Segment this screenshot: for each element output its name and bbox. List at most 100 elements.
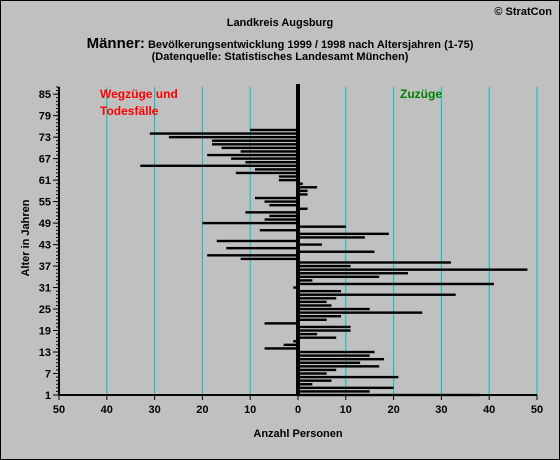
bar-age-75: [250, 128, 298, 132]
bar-age-50: [264, 218, 298, 221]
y-tick-label: 31: [39, 283, 51, 295]
y-tick-label: 25: [39, 304, 51, 316]
bar-age-35: [298, 272, 408, 275]
bar-age-52: [245, 211, 298, 214]
annotation-left-line-1: Todesfälle: [100, 104, 159, 118]
bar-age-28: [298, 297, 337, 300]
bar-age-46: [298, 232, 389, 236]
bar-age-4: [298, 383, 313, 386]
bar-age-15: [283, 343, 298, 347]
x-tick-label: 40: [483, 404, 495, 416]
bar-age-27: [298, 300, 327, 304]
bar-age-43: [298, 243, 322, 246]
x-tick-label: 10: [244, 404, 256, 416]
bar-age-25: [298, 307, 370, 311]
x-tick-label: 20: [196, 404, 208, 416]
chart-title-line3: (Datenquelle: Statistisches Landesamt Mü…: [151, 51, 409, 63]
bar-age-8: [298, 368, 337, 372]
bar-age-10: [298, 361, 361, 364]
bar-age-59: [298, 186, 318, 189]
y-tick-label: 73: [39, 132, 51, 144]
bar-age-68: [207, 153, 298, 157]
bar-age-9: [298, 365, 380, 368]
bar-age-19: [298, 329, 351, 332]
bar-age-73: [168, 135, 298, 139]
y-tick-label: 67: [39, 154, 51, 166]
bar-age-29: [298, 293, 456, 296]
bar-age-11: [298, 357, 385, 361]
bar-age-40: [207, 254, 298, 257]
bar-age-12: [298, 354, 370, 357]
x-axis-label: Anzahl Personen: [253, 428, 343, 440]
bar-age-23: [298, 315, 342, 318]
bar-age-65: [140, 164, 298, 167]
bar-age-20: [298, 325, 351, 329]
bar-age-54: [269, 203, 298, 207]
bar-age-26: [298, 304, 332, 307]
bar-age-14: [264, 347, 298, 350]
bar-age-2: [298, 390, 370, 393]
y-tick-label: 19: [39, 326, 51, 338]
y-tick-label: 7: [45, 369, 51, 381]
bar-age-62: [278, 175, 298, 178]
bar-age-74: [149, 132, 298, 135]
y-tick-label: 79: [39, 111, 51, 123]
bar-age-36: [298, 268, 528, 271]
bar-age-56: [254, 196, 298, 200]
y-tick-label: 43: [39, 240, 51, 252]
y-tick-label: 37: [39, 261, 51, 273]
bar-age-7: [298, 372, 327, 375]
bar-age-16: [293, 340, 298, 343]
bar-age-21: [264, 322, 298, 325]
bar-age-37: [298, 264, 351, 268]
x-tick-label: 10: [340, 404, 352, 416]
bar-age-55: [264, 200, 298, 203]
bar-age-71: [211, 143, 298, 146]
bar-age-6: [298, 375, 399, 379]
bar-age-13: [298, 350, 375, 354]
bar-age-41: [298, 250, 375, 253]
bar-age-48: [298, 225, 346, 228]
bar-age-33: [298, 279, 313, 282]
bar-age-39: [240, 257, 298, 261]
y-tick-label: 49: [39, 218, 51, 230]
bar-age-31: [293, 286, 298, 289]
bar-age-64: [254, 168, 298, 171]
bar-age-18: [298, 332, 318, 336]
x-tick-label: 0: [295, 404, 301, 416]
bar-age-67: [231, 157, 298, 160]
y-tick-label: 1: [45, 390, 51, 402]
x-tick-label: 30: [148, 404, 160, 416]
bar-age-38: [298, 261, 451, 264]
bar-age-61: [278, 178, 298, 182]
chart-title-line1: Landkreis Augsburg: [226, 17, 334, 29]
bar-age-24: [298, 311, 423, 314]
y-tick-label: 55: [39, 197, 51, 209]
bar-age-66: [245, 161, 298, 164]
bar-age-17: [298, 336, 337, 339]
bar-age-30: [298, 289, 342, 293]
chart-title-big: Männer:: [86, 35, 145, 52]
y-tick-label: 85: [39, 89, 51, 101]
bar-age-60: [298, 182, 303, 185]
bar-age-72: [211, 139, 298, 142]
bar-age-69: [240, 150, 298, 153]
x-tick-label: 50: [531, 404, 543, 416]
x-tick-label: 50: [53, 404, 65, 416]
y-tick-label: 61: [39, 175, 51, 187]
bar-age-32: [298, 282, 494, 286]
x-tick-label: 40: [101, 404, 113, 416]
annotation-right-line-0: Zuzüge: [400, 87, 442, 101]
bar-age-45: [298, 236, 365, 239]
bar-age-3: [298, 386, 394, 390]
bar-age-53: [298, 207, 308, 210]
y-tick-label: 13: [39, 347, 51, 359]
x-tick-label: 20: [387, 404, 399, 416]
bar-age-42: [226, 246, 298, 250]
bar-age-22: [298, 318, 327, 321]
bar-age-57: [298, 193, 308, 196]
bar-age-63: [235, 171, 298, 175]
bar-age-1: [298, 393, 480, 397]
chart-title-line2: Männer: Bevölkerungsentwicklung 1999 / 1…: [0, 35, 560, 52]
